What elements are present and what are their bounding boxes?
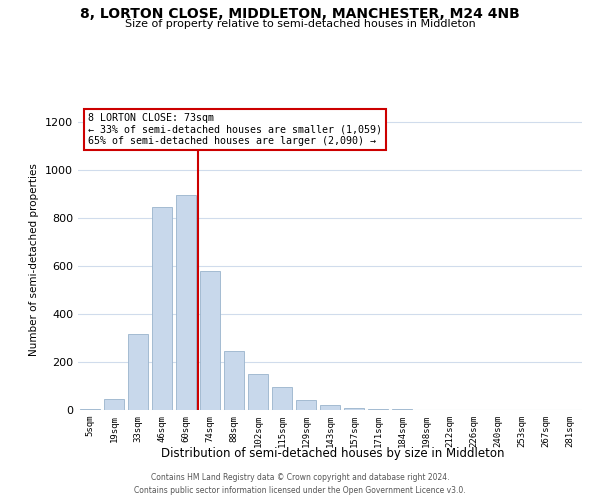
Text: Size of property relative to semi-detached houses in Middleton: Size of property relative to semi-detach… <box>125 19 475 29</box>
Bar <box>296 400 316 410</box>
Bar <box>200 271 220 410</box>
Bar <box>272 387 292 410</box>
Bar <box>176 195 196 410</box>
Bar <box>248 374 268 410</box>
Text: 8, LORTON CLOSE, MIDDLETON, MANCHESTER, M24 4NB: 8, LORTON CLOSE, MIDDLETON, MANCHESTER, … <box>80 8 520 22</box>
Bar <box>128 334 148 410</box>
Text: Distribution of semi-detached houses by size in Middleton: Distribution of semi-detached houses by … <box>161 448 505 460</box>
Text: 8 LORTON CLOSE: 73sqm
← 33% of semi-detached houses are smaller (1,059)
65% of s: 8 LORTON CLOSE: 73sqm ← 33% of semi-deta… <box>88 113 382 146</box>
Bar <box>152 207 172 410</box>
Bar <box>320 405 340 410</box>
Y-axis label: Number of semi-detached properties: Number of semi-detached properties <box>29 164 40 356</box>
Bar <box>344 408 364 410</box>
Text: Contains HM Land Registry data © Crown copyright and database right 2024.
Contai: Contains HM Land Registry data © Crown c… <box>134 474 466 495</box>
Bar <box>368 409 388 410</box>
Bar <box>104 399 124 410</box>
Bar <box>224 351 244 410</box>
Bar <box>80 409 100 410</box>
